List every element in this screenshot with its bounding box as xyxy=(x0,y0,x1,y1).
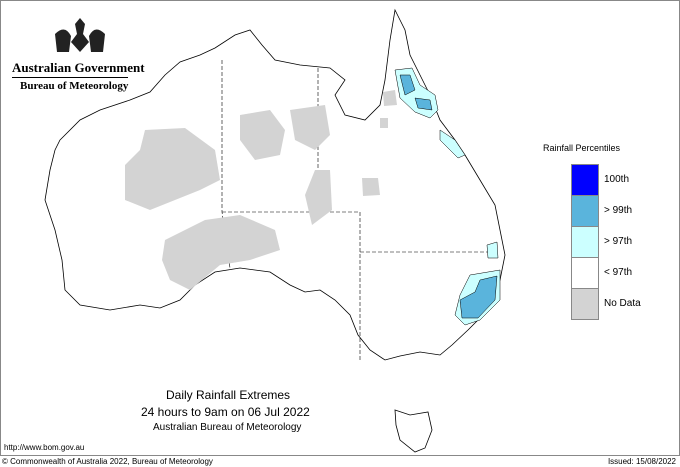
government-name: Australian Government xyxy=(12,60,145,75)
legend-swatch-97th xyxy=(571,226,599,258)
legend-swatch-99th xyxy=(571,195,599,227)
rainfall-extreme-areas xyxy=(394,67,501,326)
map-subtitle: 24 hours to 9am on 06 Jul 2022 xyxy=(141,405,310,419)
bureau-name: Bureau of Meteorology xyxy=(20,80,129,92)
legend-label: > 97th xyxy=(604,236,633,247)
legend-label: No Data xyxy=(604,298,641,309)
legend-label: < 97th xyxy=(604,267,633,278)
issued-date: Issued: 15/08/2022 xyxy=(607,457,676,466)
legend-swatch-below-97th xyxy=(571,257,599,289)
legend-title: Rainfall Percentiles xyxy=(543,143,621,153)
legend-swatch-100th xyxy=(571,164,599,196)
tasmania-outline xyxy=(394,409,433,453)
header-divider xyxy=(12,77,128,78)
legend-label: > 99th xyxy=(604,205,633,216)
legend-label: 100th xyxy=(604,174,630,185)
map-source: Australian Bureau of Meteorology xyxy=(153,422,302,433)
no-data-areas xyxy=(125,90,397,290)
map-title: Daily Rainfall Extremes xyxy=(166,388,291,402)
copyright: © Commonwealth of Australia 2022, Bureau… xyxy=(2,457,213,466)
coat-of-arms-logo xyxy=(45,14,115,56)
legend-swatch-no-data xyxy=(571,288,599,320)
website-link[interactable]: http://www.bom.gov.au xyxy=(4,443,85,452)
